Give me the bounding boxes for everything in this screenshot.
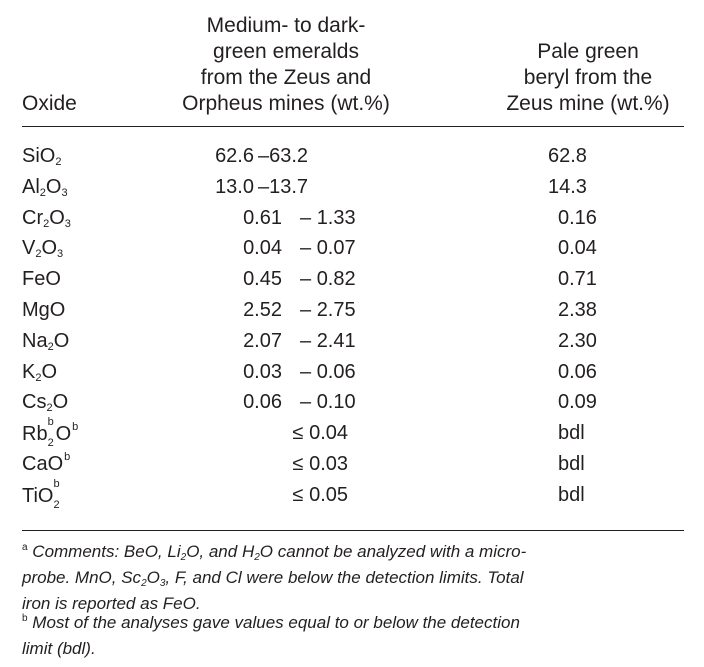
oxide-name: SiO2 bbox=[22, 145, 62, 168]
oxide-name: Al2O3 bbox=[22, 175, 68, 199]
footnote-b-line: b Most of the analyses gave values equal… bbox=[22, 613, 520, 632]
table-row: Rb b 2 Ob ≤ 0.04 bdl bbox=[0, 416, 704, 450]
oxide-name: MgO bbox=[22, 299, 66, 321]
pale-beryl-value: 0.06 bbox=[558, 360, 597, 383]
header-emeralds-line: green emeralds bbox=[213, 40, 359, 63]
header-oxide: Oxide bbox=[22, 92, 77, 115]
header-pale-line: Pale green bbox=[537, 40, 639, 63]
footnote-b-line: limit (bdl). bbox=[22, 639, 96, 658]
emerald-range-high: – 0.07 bbox=[300, 237, 356, 260]
header-rule bbox=[22, 126, 684, 127]
table-row: SiO2 62.6 –63.2 62.8 bbox=[0, 143, 704, 173]
emerald-range-high: – 2.41 bbox=[300, 329, 356, 352]
emerald-range-high: – 0.06 bbox=[300, 360, 356, 383]
oxide-name: V2O3 bbox=[22, 237, 64, 261]
emerald-range-high: –63.2 bbox=[258, 145, 309, 167]
footnote-a-line: a Comments: BeO, Li2O, and H2O cannot be… bbox=[22, 542, 527, 563]
header-pale-line: beryl from the bbox=[523, 66, 653, 89]
footnote-a-line: probe. MnO, Sc2O3, F, and Cl were below … bbox=[22, 568, 524, 589]
pale-beryl-value: 62.8 bbox=[548, 145, 587, 167]
table-row: MgO 2.52 – 2.75 2.38 bbox=[0, 297, 704, 327]
emerald-range-high: – 0.10 bbox=[300, 391, 356, 414]
header-emeralds-line: Medium- to dark- bbox=[206, 14, 366, 37]
oxide-name: Cs2O bbox=[22, 391, 69, 415]
oxide-name: TiO b 2 bbox=[22, 477, 60, 511]
emerald-range-high: – 0.82 bbox=[300, 268, 356, 291]
pale-beryl-value: 2.30 bbox=[558, 329, 597, 352]
pale-beryl-value: 0.71 bbox=[558, 268, 597, 291]
footnote-b: b Most of the analyses gave values equal… bbox=[22, 611, 682, 660]
emerald-range-low: 2.52 bbox=[243, 299, 282, 321]
emerald-upper-limit: ≤ 0.03 bbox=[292, 453, 348, 475]
oxide-name: CaOb bbox=[22, 451, 71, 475]
emerald-range-high: – 1.33 bbox=[300, 206, 356, 229]
oxide-name: Cr2O3 bbox=[22, 206, 71, 230]
emerald-range-low: 62.6 bbox=[215, 145, 254, 167]
table-row: TiO b 2 ≤ 0.05 bdl bbox=[0, 477, 704, 512]
emerald-upper-limit: ≤ 0.04 bbox=[292, 422, 348, 445]
pale-beryl-value: 0.09 bbox=[558, 391, 597, 414]
emerald-upper-limit: ≤ 0.05 bbox=[292, 483, 348, 506]
pale-beryl-value: bdl bbox=[558, 483, 585, 506]
oxide-name: Rb b 2 Ob bbox=[22, 416, 79, 450]
emerald-range-low: 0.45 bbox=[243, 268, 282, 291]
pale-beryl-value: bdl bbox=[558, 453, 585, 475]
table-row: Na2O 2.07 – 2.41 2.30 bbox=[0, 328, 704, 358]
emerald-range-low: 13.0 bbox=[215, 175, 254, 198]
pale-beryl-value: 0.04 bbox=[558, 237, 597, 260]
oxide-name: K2O bbox=[22, 360, 58, 384]
emerald-range-low: 2.07 bbox=[243, 329, 282, 352]
pale-beryl-value: 2.38 bbox=[558, 299, 597, 321]
oxide-name: FeO bbox=[22, 268, 61, 291]
emerald-range-low: 0.06 bbox=[243, 391, 282, 414]
pale-beryl-value: 0.16 bbox=[558, 206, 597, 229]
emerald-range-low: 0.04 bbox=[243, 237, 282, 260]
footer-rule bbox=[22, 530, 684, 531]
table-row: CaOb ≤ 0.03 bdl bbox=[0, 451, 704, 481]
header-emeralds-column: Medium- to dark- green emeralds from the… bbox=[160, 13, 412, 117]
emerald-range-low: 0.03 bbox=[243, 360, 282, 383]
footnote-a: a Comments: BeO, Li2O, and H2O cannot be… bbox=[22, 540, 682, 615]
table-row: Cs2O 0.06 – 0.10 0.09 bbox=[0, 389, 704, 419]
emerald-range-high: – 2.75 bbox=[300, 299, 356, 321]
oxide-name: Na2O bbox=[22, 329, 70, 353]
emerald-range-high: –13.7 bbox=[258, 175, 309, 198]
header-emeralds-line: Orpheus mines (wt.%) bbox=[182, 92, 390, 115]
table-row: FeO 0.45 – 0.82 0.71 bbox=[0, 266, 704, 296]
table-row: Cr2O3 0.61 – 1.33 0.16 bbox=[0, 205, 704, 235]
table-row: V2O3 0.04 – 0.07 0.04 bbox=[0, 235, 704, 265]
header-emeralds-line: from the Zeus and bbox=[200, 66, 372, 89]
footnote-a-line: iron is reported as FeO. bbox=[22, 594, 201, 613]
footnote-marker: a bbox=[22, 542, 28, 553]
footnote-marker: b bbox=[22, 613, 28, 624]
table-row: Al2O3 13.0 –13.7 14.3 bbox=[0, 174, 704, 204]
emerald-range-low: 0.61 bbox=[243, 206, 282, 229]
pale-beryl-value: bdl bbox=[558, 422, 585, 445]
table-row: K2O 0.03 – 0.06 0.06 bbox=[0, 359, 704, 389]
header-pale-beryl-column: Pale green beryl from the Zeus mine (wt.… bbox=[480, 39, 696, 117]
header-pale-line: Zeus mine (wt.%) bbox=[506, 92, 670, 115]
pale-beryl-value: 14.3 bbox=[548, 175, 587, 198]
